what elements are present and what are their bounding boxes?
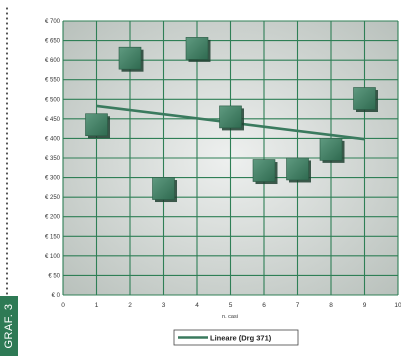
data-point (118, 46, 144, 72)
scatter-chart: € 0 € 50 € 100 € 150 € 200 € 250 € 300 € 350 € 4… (45, 19, 402, 346)
y-tick-label: € 150 (45, 234, 61, 240)
data-point (152, 177, 177, 203)
y-tick-label: € 500 (45, 97, 61, 103)
data-point-marker (152, 177, 175, 200)
x-tick-label: 5 (229, 302, 233, 309)
x-tick-label: 9 (363, 302, 367, 309)
x-tick-label: 4 (195, 302, 199, 309)
y-tick-label: € 0 (52, 293, 61, 299)
legend: Lineare (Drg 371) (173, 329, 299, 346)
data-point (185, 37, 211, 62)
y-tick-label: € 550 (45, 78, 61, 84)
legend-label: Lineare (Drg 371) (210, 334, 272, 343)
x-tick-label: 0 (61, 302, 65, 309)
data-point-marker (85, 113, 108, 137)
data-point-marker (185, 37, 209, 60)
figure-tag: GRAF. 3 (0, 296, 18, 356)
x-tick-label: 2 (128, 302, 132, 309)
y-tick-label: € 400 (45, 136, 61, 142)
data-point-marker (353, 87, 376, 110)
x-tick-label: 1 (95, 302, 99, 309)
data-point-marker (286, 157, 309, 181)
data-point-marker (319, 138, 343, 161)
y-tick-label: € 450 (45, 117, 61, 123)
x-tick-label: 10 (394, 302, 401, 309)
x-axis-label: n. casi (222, 314, 238, 320)
y-tick-label: € 700 (45, 19, 61, 25)
y-tick-label: € 50 (48, 273, 60, 279)
x-tick-label: 3 (162, 302, 166, 309)
y-tick-label: € 100 (45, 254, 61, 260)
data-point (353, 87, 378, 113)
x-tick-label: 6 (262, 302, 266, 309)
y-tick-label: € 300 (45, 176, 61, 182)
data-point (85, 113, 110, 139)
data-point (219, 105, 244, 131)
y-tick-label: € 600 (45, 58, 61, 64)
data-point-marker (219, 105, 242, 129)
data-point (286, 157, 311, 183)
x-tick-label: 7 (296, 302, 300, 309)
y-tick-label: € 650 (45, 39, 61, 45)
data-point-marker (118, 46, 142, 70)
x-tick-label: 8 (329, 302, 333, 309)
data-point (252, 159, 278, 185)
data-point-marker (252, 159, 276, 182)
dotted-border (5, 6, 9, 296)
data-point (319, 138, 345, 163)
y-tick-label: € 350 (45, 156, 61, 162)
y-tick-label: € 200 (45, 215, 61, 221)
figure-tag-label: GRAF. 3 (3, 303, 15, 349)
y-tick-label: € 250 (45, 195, 61, 201)
chart-panel: € 0 € 50 € 100 € 150 € 200 € 250 € 300 € 350 € 4… (28, 4, 402, 352)
